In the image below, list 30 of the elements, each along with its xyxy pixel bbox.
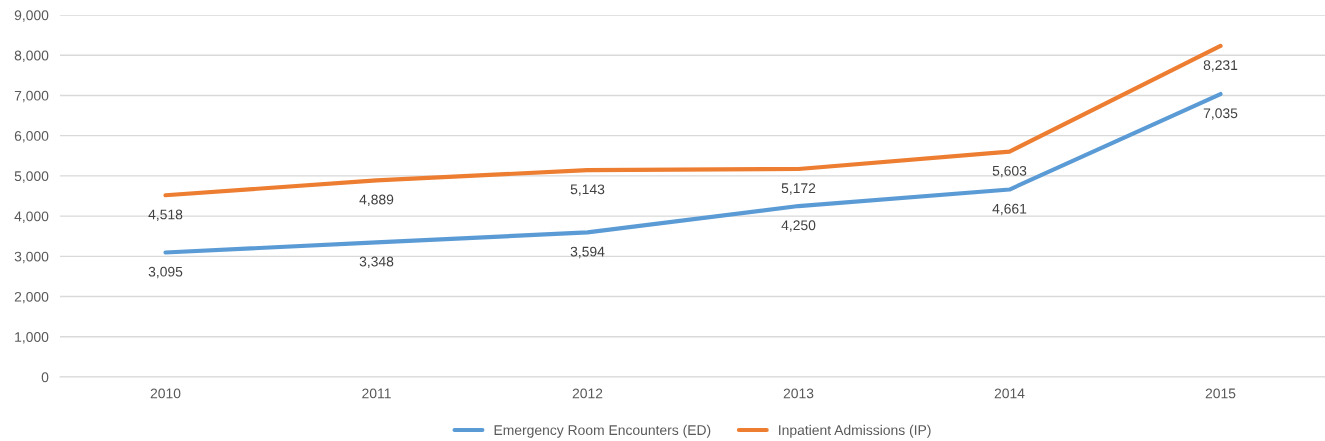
data-label: 3,348 [359,256,394,269]
x-tick-label: 2011 [362,388,391,399]
y-tick-label: 2,000 [14,291,49,304]
y-tick-label: 3,000 [14,251,49,264]
x-tick-label: 2014 [994,388,1025,399]
y-tick-label: 8,000 [14,50,49,63]
y-tick-label: 6,000 [14,131,49,143]
data-label: 4,661 [992,203,1027,216]
y-tick-label: 0 [41,372,49,383]
y-tick-label: 5,000 [14,171,49,183]
x-tick-label: 2013 [783,388,814,399]
data-label: 4,889 [359,194,394,207]
x-tick-label: 2010 [150,388,181,399]
data-label: 5,603 [992,165,1027,178]
y-tick-label: 9,000 [14,10,49,22]
x-tick-label: 2012 [572,388,603,399]
y-tick-label: 7,000 [14,90,49,103]
data-label: 5,172 [781,183,816,195]
y-tick-label: 1,000 [15,332,49,344]
legend-label: Inpatient Admissions (IP) [779,424,931,438]
data-label: 5,143 [570,184,605,196]
data-label: 3,095 [148,266,183,279]
x-tick-label: 2015 [1205,388,1236,399]
data-label: 7,035 [1203,108,1238,120]
data-label: 4,518 [148,209,183,222]
legend-label: Emergency Room Encounters (ED) [494,424,711,438]
y-tick-label: 4,000 [14,211,49,223]
data-label: 4,250 [781,220,816,232]
data-label: 8,231 [1203,60,1238,72]
data-label: 3,594 [570,246,605,259]
